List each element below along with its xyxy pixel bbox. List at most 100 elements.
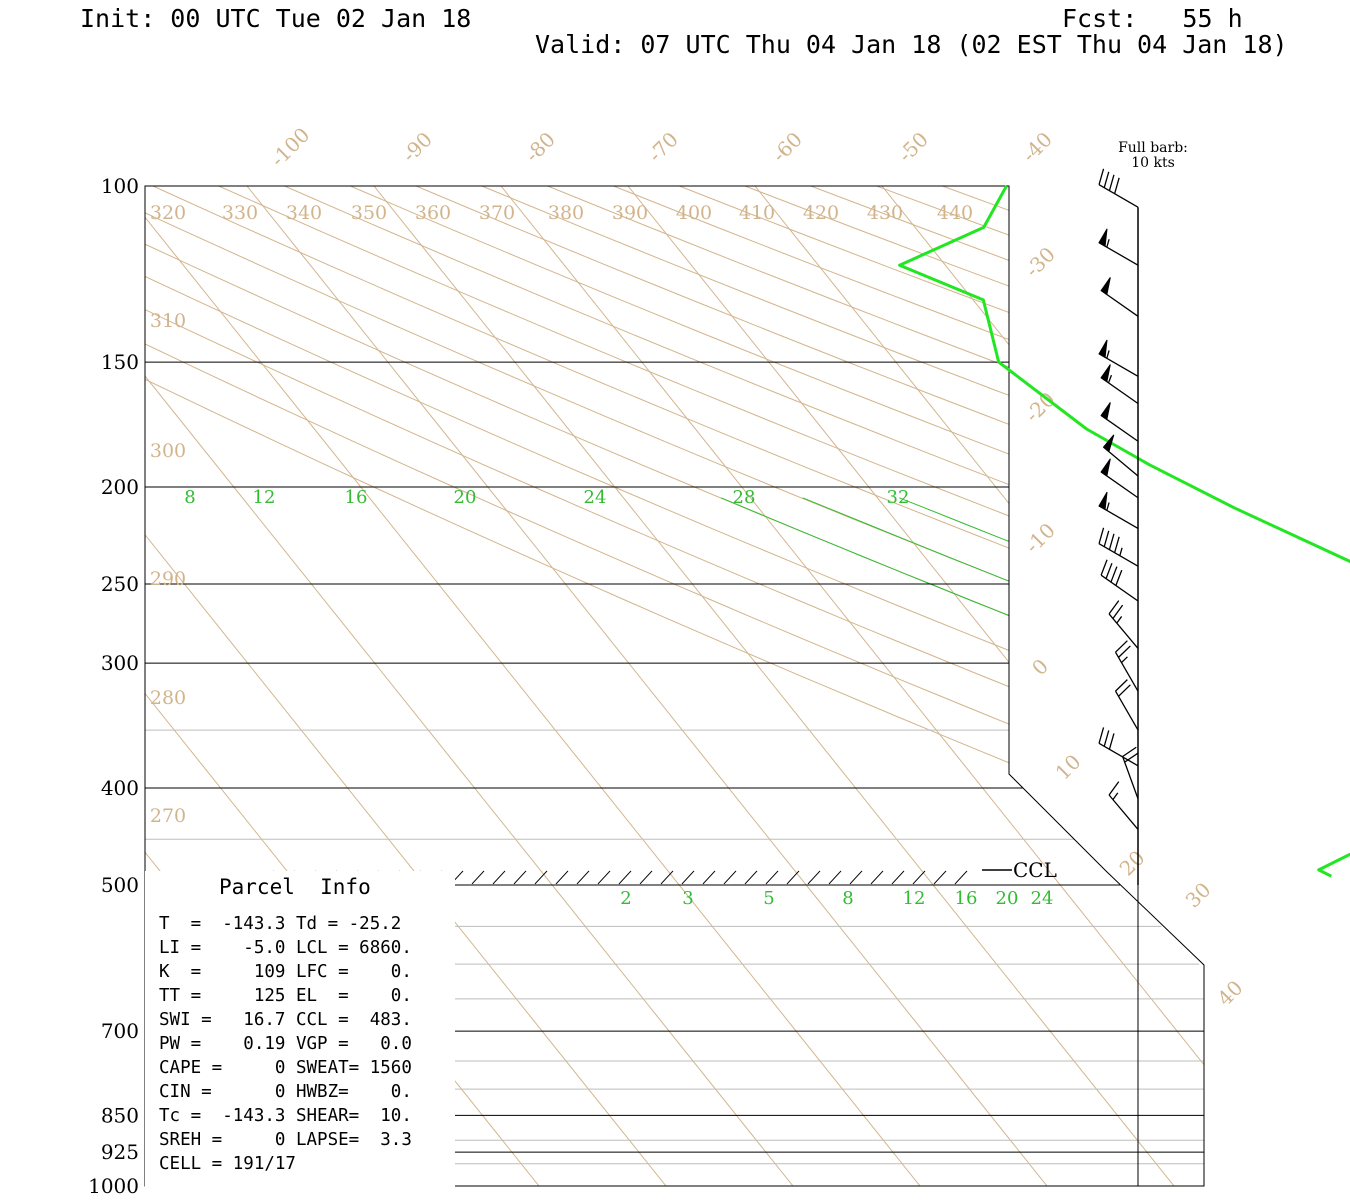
mixing-ratio-label: 20 [996,888,1019,909]
theta-label: 390 [612,202,648,224]
wind-barb-full [1118,684,1131,697]
moist-adiabat-label: 20 [454,487,477,508]
wind-barb-full [1110,566,1118,583]
wind-barb-staff [1108,613,1139,649]
temperature-profile [898,185,1350,878]
init-time: Init: 00 UTC Tue 02 Jan 18 [80,4,472,33]
wind-barb-staff [1114,651,1139,692]
hatch-mark [618,870,632,885]
moist-adiabat-label: 12 [253,487,276,508]
wind-barb-full [1103,730,1110,747]
theta-label: 410 [739,202,775,224]
isotherm-label: 30 [1181,878,1216,913]
wind-barb-full [1113,536,1120,553]
isotherm-label: -70 [643,127,683,167]
wind-barb-full [1122,746,1137,758]
pressure-label: 850 [101,1103,139,1127]
hatch-mark [534,870,548,885]
dry-adiabat [810,186,1204,1186]
wind-barb-pennant [1100,402,1111,421]
moist-adiabat [1152,497,1204,1186]
pressure-label: 150 [101,350,139,374]
wind-barb-half [1119,547,1123,556]
wind-barb-full [1115,679,1128,692]
mixing-ratio-label: 5 [763,888,774,909]
hatch-mark [597,870,611,885]
dry-adiabat [679,186,1204,1186]
moist-adiabat-label: 32 [887,487,910,508]
parcel-info-row: CIN = 0 HWBZ= 0. [159,1082,412,1102]
theta-label: 280 [150,687,186,709]
parcel-info-row: Tc = -143.3 SHEAR= 10. [159,1106,412,1126]
wind-barb-staff [1121,756,1139,800]
wind-barb-full [1108,781,1120,796]
theta-label: 310 [150,310,186,332]
wind-barb-half [1107,374,1113,384]
isotherm-label: -10 [1020,518,1060,558]
dry-adiabat [415,186,1204,1186]
parcel-info-row: PW = 0.19 VGP = 0.0 [159,1034,412,1054]
wind-barb-full [1108,174,1115,191]
hatch-mark [660,870,674,885]
hatch-mark [954,870,968,885]
isotherm-line [754,186,1204,1186]
wind-barb-full [1108,600,1120,615]
isotherm-label: 20 [1115,846,1150,881]
wind-barb-full [1103,530,1110,547]
pressure-label: 250 [101,572,139,596]
isotherm-label: -60 [767,127,807,167]
dry-adiabat [744,186,1204,1186]
wind-barb-half [1106,502,1110,511]
theta-label: 400 [676,202,712,224]
wind-barb-pennant [1098,339,1108,359]
mixing-ratio-label: 3 [682,888,693,909]
isotherm-line [627,186,1204,1186]
pressure-label: 400 [101,776,139,800]
theta-label: 270 [150,805,186,827]
dry-adiabat [942,186,1204,1186]
wind-barb-full [1108,533,1115,550]
wind-barb-full [1103,171,1110,188]
wind-barb-staff [1098,543,1139,567]
pressure-label: 500 [101,873,139,897]
pressure-label: 1000 [88,1174,139,1198]
isotherm-line [1135,186,1204,1186]
hatch-mark [723,870,737,885]
moist-adiabat-label: 16 [345,487,368,508]
temperature-line [898,185,1350,878]
wind-barb-full [1098,727,1105,744]
wind-barb-staff [1098,742,1139,767]
wind-barb-half [1116,616,1123,624]
wind-barb-half [1121,656,1128,664]
mixing-ratio-label: 16 [955,888,978,909]
isotherm-line [881,186,1204,1186]
moist-adiabat [899,497,1204,1186]
parcel-info-row: TT = 125 EL = 0. [159,986,412,1006]
pressure-label: 700 [101,1019,139,1043]
isotherm-line [145,186,794,1186]
isotherm-line [373,186,1175,1186]
mixing-ratio-label: 2 [620,888,631,909]
isotherm-label: 0 [1027,654,1053,680]
hatch-mark [681,870,695,885]
moist-adiabat [720,497,1204,1186]
isotherm-label: -50 [893,127,933,167]
wind-barb-pennant [1100,277,1111,296]
wind-barb-half [1106,350,1110,359]
wind-barb-full [1100,559,1108,576]
dry-adiabat [350,186,1204,1186]
wind-barb-staff [1108,794,1139,830]
hatch-mark [891,870,905,885]
dry-adiabat [613,186,1204,1186]
theta-label: 300 [150,440,186,462]
dry-adiabat [547,186,1204,1186]
hatch-mark [912,870,926,885]
isotherm-line [145,186,921,1186]
isotherm-line [145,186,667,1186]
parcel-info-row: SREH = 0 LAPSE= 3.3 [159,1130,412,1150]
wind-barb-full [1115,569,1123,586]
hatch-mark [744,870,758,885]
wind-barb-full [1105,562,1113,579]
isotherm-label: -40 [1017,127,1057,167]
isotherm-label: 40 [1213,976,1248,1011]
